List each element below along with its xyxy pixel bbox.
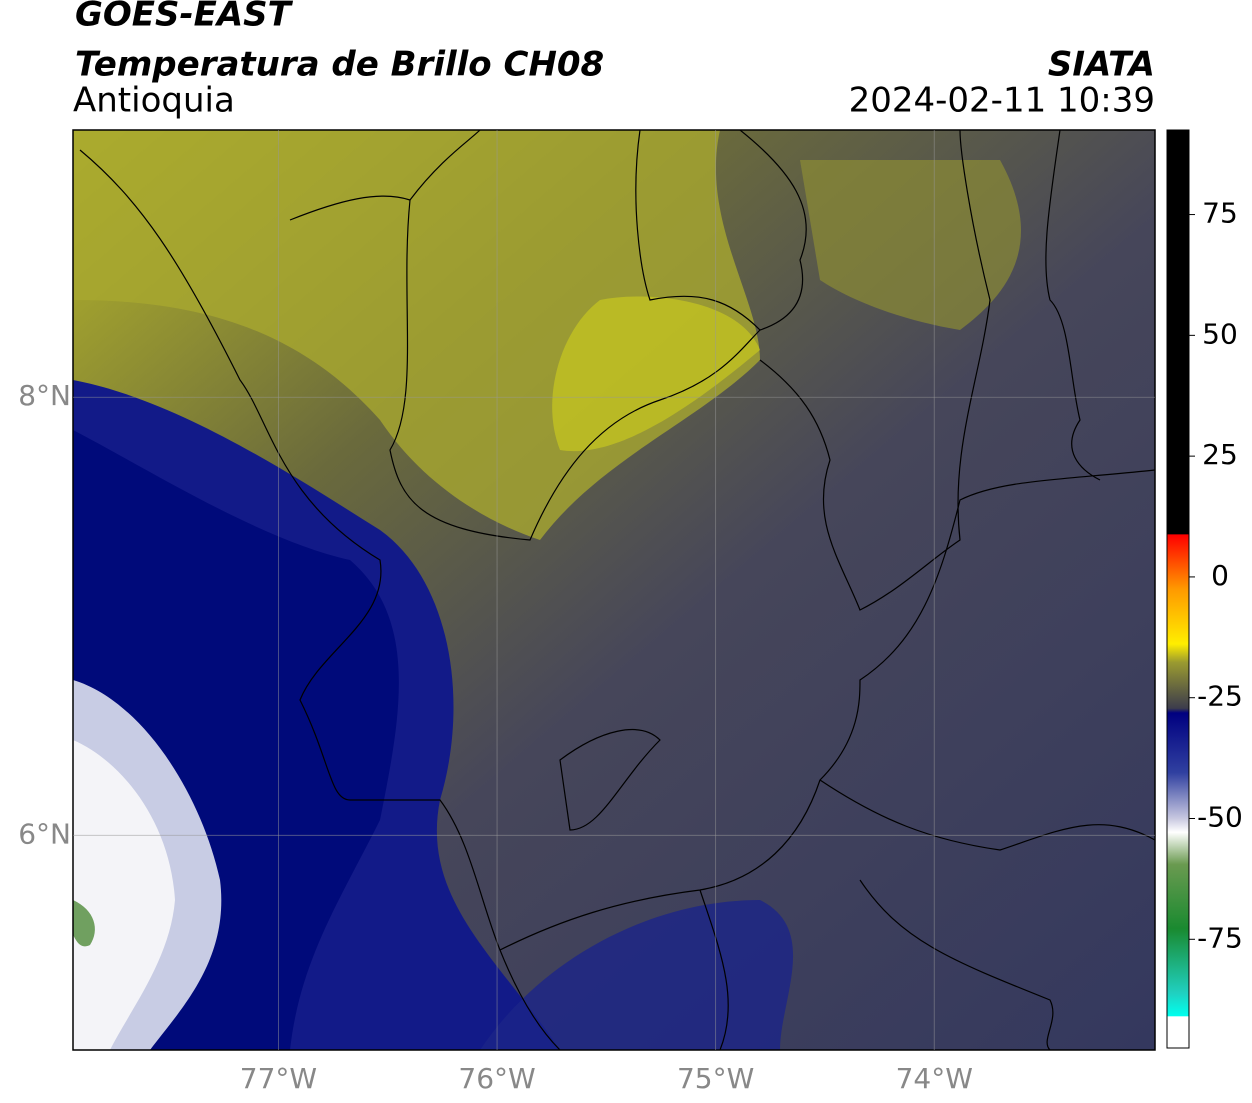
colorbar-label: 50	[1202, 317, 1238, 350]
lat-label: 8°N	[18, 379, 71, 412]
lat-label: 6°N	[18, 817, 71, 850]
lon-label: 77°W	[240, 1062, 317, 1095]
colorbar-label: -25	[1197, 680, 1243, 713]
colorbar-label: -50	[1197, 801, 1243, 834]
colorbar-label: 25	[1202, 438, 1238, 471]
colorbar-label: 75	[1202, 197, 1238, 230]
satellite: GOES-EAST	[75, 0, 294, 35]
colorbar-label: -75	[1197, 921, 1243, 954]
agency: SIATA	[1048, 45, 1155, 85]
colorbar-label: 0	[1211, 559, 1229, 592]
colorbar	[1166, 129, 1190, 1049]
datetime: 2024-02-11 10:39	[849, 81, 1155, 121]
lon-label: 74°W	[896, 1062, 973, 1095]
product: Temperatura de Brillo CH08	[75, 45, 604, 85]
lon-label: 76°W	[458, 1062, 535, 1095]
lon-label: 75°W	[677, 1062, 754, 1095]
region: Antioquia	[73, 81, 235, 121]
map-frame	[72, 129, 1156, 1051]
map	[73, 130, 1155, 1050]
